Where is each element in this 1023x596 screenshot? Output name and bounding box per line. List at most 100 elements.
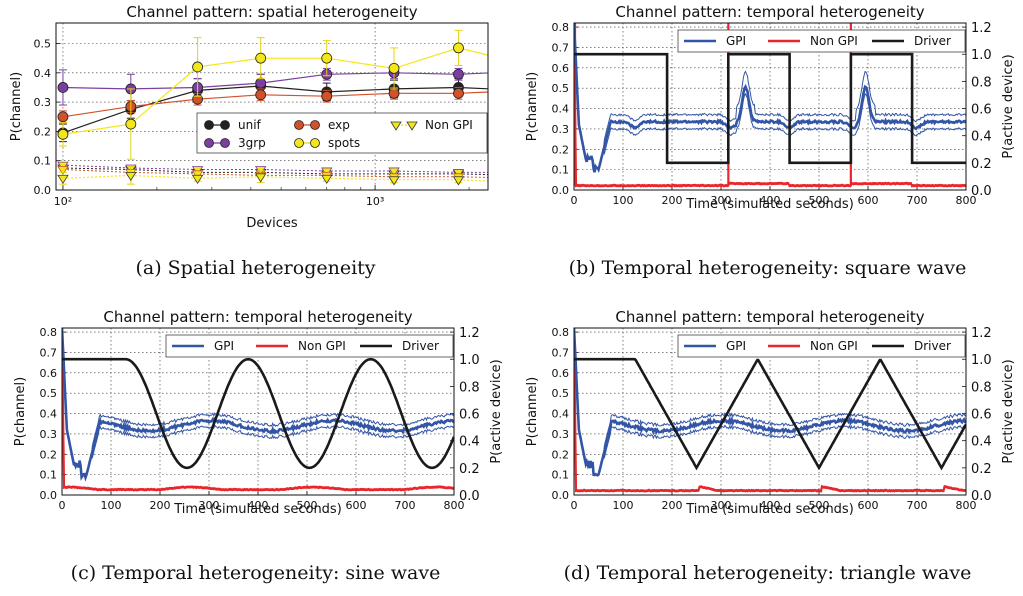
y-tick-label: 0.2 <box>552 143 570 156</box>
x-tick-label: 400 <box>760 194 781 207</box>
y-right-tick-label: 0.8 <box>459 380 480 395</box>
legend-marker <box>220 120 230 130</box>
plot-area <box>57 29 488 186</box>
x-tick-label: 0 <box>571 499 578 512</box>
x-tick-label: 300 <box>199 499 220 512</box>
y-right-tick-label: 0.0 <box>971 184 992 199</box>
nongpi-line <box>62 332 454 492</box>
panel-sine: Channel pattern: temporal heterogeneity 0… <box>0 305 511 584</box>
x-tick-label: 200 <box>150 499 171 512</box>
legend-label: Non GPI <box>810 34 858 48</box>
x-tick-label: 200 <box>662 499 683 512</box>
chart-title: Channel pattern: spatial heterogeneity <box>126 3 417 21</box>
chart-title: Channel pattern: temporal heterogeneity <box>615 3 924 21</box>
y-right-tick-label: 0.8 <box>971 75 992 90</box>
nongpi-dotted-line <box>62 164 488 173</box>
legend-box <box>196 112 488 154</box>
legend-label: 3grp <box>238 136 266 150</box>
y-right-tick-label: 0.4 <box>971 435 992 450</box>
series-line-3grp <box>62 72 488 90</box>
data-marker-triangle <box>191 174 204 185</box>
gpi-lower-band <box>574 328 966 476</box>
legend-marker <box>294 138 304 148</box>
plot-area <box>574 328 966 493</box>
gpi-upper-band <box>574 328 966 476</box>
data-marker <box>125 118 137 130</box>
y-tick-label: 0.2 <box>40 448 58 461</box>
x-tick-label: 400 <box>760 499 781 512</box>
x-axis-label: Devices <box>246 216 297 231</box>
y-tick-label: 0.3 <box>34 96 52 109</box>
legend-marker <box>204 120 214 130</box>
y-right-tick-label: 0.8 <box>971 380 992 395</box>
chart-square-wave: Channel pattern: temporal heterogeneity 0… <box>525 3 1016 212</box>
caption-c: (c) Temporal heterogeneity: sine wave <box>70 562 441 584</box>
data-marker <box>57 82 69 93</box>
nongpi-triangle-marker <box>388 167 400 177</box>
y-tick-label: 0.4 <box>552 408 570 421</box>
y-right-tick-label: 0.2 <box>459 462 480 477</box>
y-tick-label: 0.3 <box>40 428 58 441</box>
legend-label: GPI <box>726 339 746 353</box>
legend-label: spots <box>328 136 360 150</box>
axes-frame <box>61 327 455 496</box>
panel-triangle: Channel pattern: temporal heterogeneity 0… <box>512 305 1023 584</box>
data-marker <box>321 90 333 102</box>
x-axis-label: Time (simulated seconds) <box>685 197 854 212</box>
nongpi-triangle-marker <box>57 166 69 176</box>
y-right-tick-label: 1.2 <box>971 21 992 36</box>
x-axis-label: Time (simulated seconds) <box>173 502 342 517</box>
y-right-axis-label: P(active device) <box>489 359 504 463</box>
x-tick-label: 600 <box>346 499 367 512</box>
y-tick-label: 0.1 <box>552 469 570 482</box>
x-tick-label: 10² <box>54 195 72 208</box>
y-tick-label: 0.3 <box>552 428 570 441</box>
legend-marker <box>310 138 320 148</box>
legend-marker <box>406 121 418 131</box>
panel-square: Channel pattern: temporal heterogeneity 0… <box>512 0 1023 279</box>
x-tick-label: 400 <box>248 499 269 512</box>
legend-label: Driver <box>402 339 439 353</box>
series-line-spots <box>62 47 488 135</box>
nongpi-upper-band <box>574 25 966 186</box>
series-line-exp <box>62 91 488 118</box>
legend-label: GPI <box>726 34 746 48</box>
data-marker <box>388 63 400 74</box>
series-line-non-gpi <box>62 174 488 182</box>
y-tick-label: 0.7 <box>40 346 58 359</box>
x-tick-label: 0 <box>571 194 578 207</box>
y-tick-label: 0.2 <box>552 448 570 461</box>
x-tick-label: 600 <box>858 499 879 512</box>
data-marker <box>388 87 400 99</box>
chart-triangle-wave: Channel pattern: temporal heterogeneity 0… <box>525 308 1016 517</box>
legend-marker <box>310 120 320 130</box>
gpi-upper-band <box>62 328 454 480</box>
x-tick-label: 700 <box>907 194 928 207</box>
x-tick-label: 600 <box>858 194 879 207</box>
gpi-line <box>62 328 454 482</box>
y-tick-label: 0.5 <box>552 82 570 95</box>
data-marker <box>57 111 69 123</box>
x-tick-label: 200 <box>662 194 683 207</box>
y-right-tick-label: 0.6 <box>971 408 992 423</box>
data-marker-triangle <box>388 176 400 186</box>
y-tick-label: 0.6 <box>552 62 570 75</box>
y-right-tick-label: 0.0 <box>971 489 992 504</box>
y-right-axis-label: P(active device) <box>1001 359 1016 463</box>
plot-area <box>62 328 454 492</box>
data-marker-triangle <box>321 174 333 185</box>
y-right-tick-label: 1.2 <box>459 326 480 341</box>
legend-box <box>165 334 454 358</box>
x-tick-label: 100 <box>613 194 634 207</box>
y-tick-label: 0.7 <box>552 41 570 54</box>
gpi-lower-band <box>62 328 454 480</box>
panel-spatial: Channel pattern: spatial heterogeneity 0.… <box>0 0 511 279</box>
y-tick-label: 0.4 <box>552 103 570 116</box>
x-tick-label: 500 <box>809 499 830 512</box>
driver-line <box>62 357 454 470</box>
x-tick-label: 100 <box>613 499 634 512</box>
data-marker-triangle <box>57 174 69 185</box>
y-right-tick-label: 0.4 <box>459 435 480 450</box>
y-tick-label: 0.1 <box>34 155 52 168</box>
y-tick-label: 0.0 <box>34 184 52 197</box>
